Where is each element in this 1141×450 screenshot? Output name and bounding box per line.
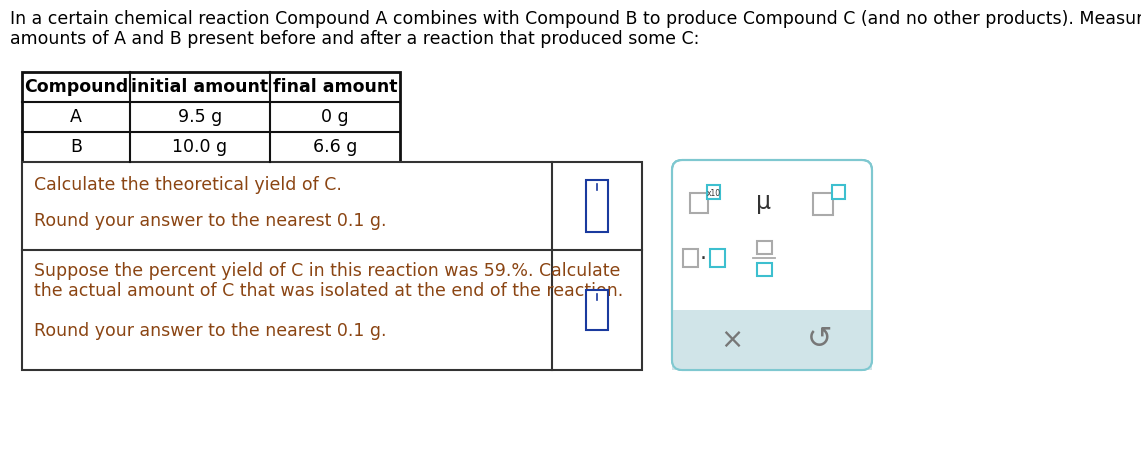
- Text: final amount: final amount: [273, 78, 397, 96]
- Text: ↺: ↺: [807, 325, 833, 355]
- Text: the actual amount of C that was isolated at the end of the reaction.: the actual amount of C that was isolated…: [34, 282, 623, 300]
- Text: B: B: [70, 138, 82, 156]
- Text: 10.0 g: 10.0 g: [172, 138, 227, 156]
- Bar: [682, 249, 697, 267]
- Text: Round your answer to the nearest 0.1 g.: Round your answer to the nearest 0.1 g.: [34, 212, 387, 230]
- Bar: [756, 240, 771, 253]
- Text: 9.5 g: 9.5 g: [178, 108, 222, 126]
- Bar: [672, 310, 872, 370]
- Bar: [22, 72, 400, 162]
- Text: ×: ×: [720, 326, 744, 354]
- Text: amounts of A and B present before and after a reaction that produced some C:: amounts of A and B present before and af…: [10, 30, 699, 48]
- Text: initial amount: initial amount: [131, 78, 268, 96]
- Text: Calculate the theoretical yield of C.: Calculate the theoretical yield of C.: [34, 176, 342, 194]
- Text: ·: ·: [699, 249, 706, 269]
- Bar: [706, 185, 720, 199]
- Text: 6.6 g: 6.6 g: [313, 138, 357, 156]
- Bar: [832, 185, 844, 199]
- Text: 0 g: 0 g: [321, 108, 349, 126]
- Text: x10: x10: [707, 189, 721, 198]
- Text: In a certain chemical reaction Compound A combines with Compound B to produce Co: In a certain chemical reaction Compound …: [10, 10, 1141, 28]
- Bar: [690, 193, 709, 213]
- Text: Compound: Compound: [24, 78, 128, 96]
- Bar: [756, 262, 771, 275]
- Text: μ: μ: [756, 190, 771, 214]
- Bar: [586, 290, 608, 330]
- FancyBboxPatch shape: [672, 160, 872, 370]
- Text: Suppose the percent yield of C in this reaction was 59.%. Calculate: Suppose the percent yield of C in this r…: [34, 262, 621, 280]
- Bar: [586, 180, 608, 232]
- Bar: [22, 162, 642, 370]
- Bar: [710, 249, 725, 267]
- Text: Round your answer to the nearest 0.1 g.: Round your answer to the nearest 0.1 g.: [34, 322, 387, 340]
- Bar: [814, 193, 833, 215]
- Text: A: A: [70, 108, 82, 126]
